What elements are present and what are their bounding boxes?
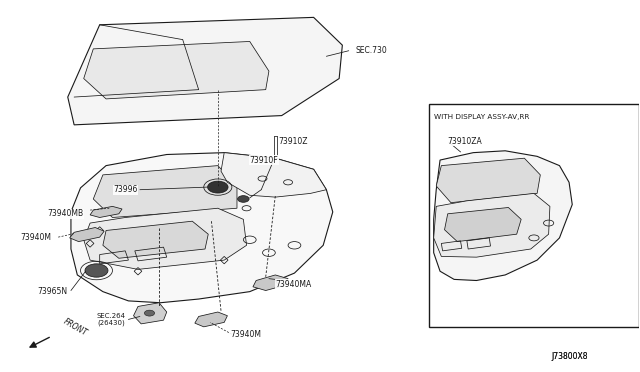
- Polygon shape: [195, 312, 227, 327]
- Circle shape: [237, 196, 249, 202]
- Text: 73940MA: 73940MA: [275, 280, 312, 289]
- Polygon shape: [71, 153, 333, 303]
- Circle shape: [145, 310, 155, 316]
- Text: 73910Z: 73910Z: [278, 137, 308, 146]
- Text: J73800X8: J73800X8: [552, 352, 588, 361]
- Polygon shape: [84, 41, 269, 99]
- Text: 73996: 73996: [114, 185, 138, 194]
- Text: 73940M: 73940M: [20, 233, 52, 243]
- Text: 73910ZA: 73910ZA: [448, 137, 483, 146]
- Polygon shape: [221, 153, 326, 197]
- Polygon shape: [445, 208, 521, 241]
- Polygon shape: [436, 158, 540, 203]
- Polygon shape: [434, 151, 572, 280]
- Text: 73940MB: 73940MB: [47, 209, 84, 218]
- Text: J73800X8: J73800X8: [552, 352, 588, 361]
- Polygon shape: [253, 275, 288, 291]
- Circle shape: [207, 181, 228, 193]
- Polygon shape: [134, 303, 167, 324]
- Text: 73940M: 73940M: [230, 330, 262, 339]
- Text: FRONT: FRONT: [61, 317, 88, 338]
- Polygon shape: [68, 17, 342, 125]
- Text: WITH DISPLAY ASSY-AV,RR: WITH DISPLAY ASSY-AV,RR: [434, 114, 529, 120]
- Polygon shape: [103, 221, 208, 258]
- Polygon shape: [93, 166, 237, 218]
- Text: SEC.730: SEC.730: [355, 46, 387, 55]
- Text: SEC.264
(26430): SEC.264 (26430): [96, 313, 125, 326]
- Text: 73910F: 73910F: [250, 155, 278, 164]
- Polygon shape: [434, 193, 550, 257]
- Polygon shape: [90, 206, 122, 218]
- Circle shape: [85, 264, 108, 277]
- Bar: [429, 105, 639, 327]
- Text: 73965N: 73965N: [38, 287, 68, 296]
- Polygon shape: [84, 208, 246, 269]
- Polygon shape: [70, 228, 104, 241]
